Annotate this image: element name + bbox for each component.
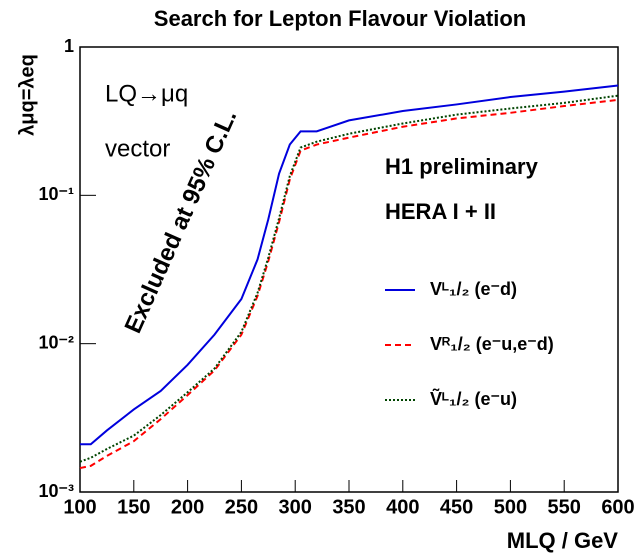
x-tick-label: 150 xyxy=(117,496,150,518)
x-tick-label: 100 xyxy=(63,496,96,518)
series-line xyxy=(79,98,619,470)
annotation: H1 preliminary xyxy=(385,154,539,179)
legend-label: Vᴿ₁/₂ (e⁻u,e⁻d) xyxy=(430,334,554,354)
legend-label: Ṽᴸ₁/₂ (e⁻u) xyxy=(430,388,517,409)
y-tick-label: 10⁻² xyxy=(38,332,74,352)
annotation: vector xyxy=(105,135,170,162)
x-axis-label: MLQ / GeV xyxy=(507,528,619,553)
series-line xyxy=(79,94,619,463)
chart-title: Search for Lepton Flavour Violation xyxy=(154,6,526,31)
x-tick-label: 350 xyxy=(332,496,365,518)
x-tick-label: 450 xyxy=(440,496,473,518)
x-tick-label: 200 xyxy=(171,496,204,518)
y-tick-label: 1 xyxy=(64,36,74,56)
y-tick-label: 10⁻³ xyxy=(38,481,74,501)
x-tick-label: 550 xyxy=(548,496,581,518)
x-tick-label: 500 xyxy=(494,496,527,518)
x-tick-label: 400 xyxy=(386,496,419,518)
y-tick-label: 10⁻¹ xyxy=(38,184,74,204)
x-tick-label: 300 xyxy=(279,496,312,518)
annotation: LQ→μq xyxy=(105,80,188,107)
annotation: HERA I + II xyxy=(385,199,496,224)
x-tick-label: 600 xyxy=(601,496,634,518)
x-tick-label: 250 xyxy=(225,496,258,518)
series-line xyxy=(80,84,619,446)
y-axis-label: λμq=λeq xyxy=(16,54,38,136)
legend-label: Vᴸ₁/₂ (e⁻d) xyxy=(430,279,517,299)
